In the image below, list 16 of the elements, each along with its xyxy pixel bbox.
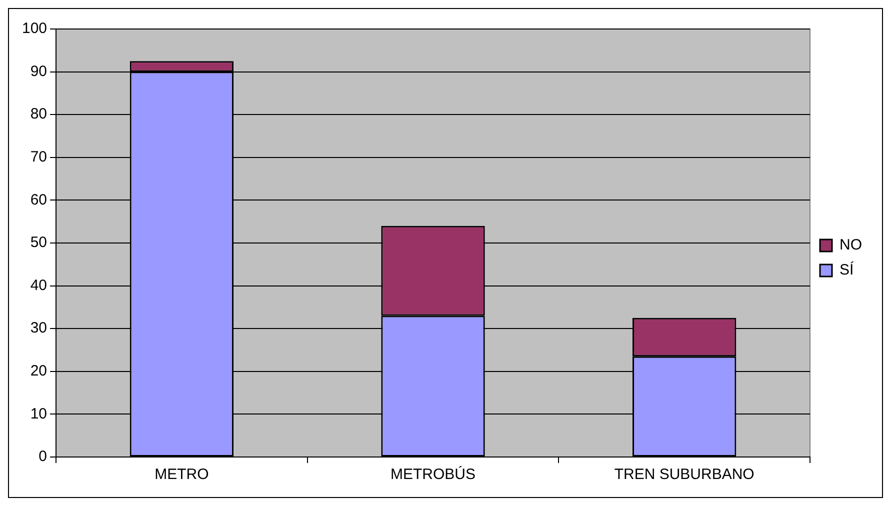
y-tick-label: 10: [30, 405, 48, 422]
x-tick-label: TREN SUBURBANO: [614, 466, 754, 484]
y-tick-label: 100: [22, 20, 48, 38]
x-tick-label: METROBÚS: [390, 465, 476, 484]
x-tick-label: METRO: [154, 466, 209, 484]
y-tick-label: 40: [30, 276, 48, 294]
y-tick-label: 50: [30, 234, 48, 252]
y-tick-label: 20: [30, 362, 48, 380]
y-tick-label: 90: [30, 62, 48, 80]
legend-label: NO: [840, 236, 862, 254]
y-tick-label: 60: [30, 191, 48, 208]
y-tick-label: 30: [30, 320, 48, 337]
y-tick-label: 80: [30, 106, 48, 123]
y-tick-label: 70: [30, 148, 48, 166]
legend-label: SÍ: [840, 260, 855, 279]
y-tick-label: 0: [38, 448, 48, 466]
